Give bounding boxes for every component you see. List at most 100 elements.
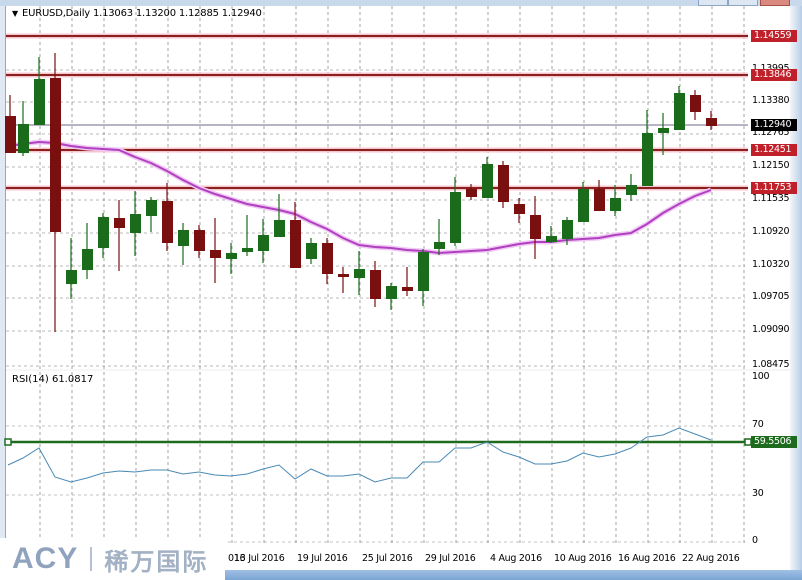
candle-body — [146, 200, 157, 216]
bullish-candle[interactable] — [98, 213, 109, 258]
candle-body — [386, 286, 397, 299]
bullish-candle[interactable] — [66, 238, 77, 299]
candle-body — [530, 215, 541, 239]
rsi-axis-label: 100 — [752, 371, 770, 382]
candle-body — [18, 124, 29, 153]
time-axis-label: 29 Jul 2016 — [425, 553, 476, 564]
price-axis-label: 1.10320 — [752, 259, 790, 270]
candle-body — [210, 250, 221, 258]
bullish-candle[interactable] — [418, 249, 429, 306]
bearish-candle[interactable] — [290, 202, 301, 268]
bearish-candle[interactable] — [514, 198, 525, 223]
rsi-axis-label: 70 — [752, 419, 764, 430]
rsi-axis-label: 30 — [752, 488, 764, 499]
bullish-candle[interactable] — [226, 243, 237, 274]
bullish-candle[interactable] — [642, 110, 653, 186]
current-price-tag: 1.12940 — [751, 119, 797, 131]
candle-body — [690, 95, 701, 112]
bullish-candle[interactable] — [146, 197, 157, 232]
candle-body — [466, 189, 477, 197]
bearish-candle[interactable] — [530, 196, 541, 259]
bullish-candle[interactable] — [274, 194, 285, 237]
bullish-candle[interactable] — [450, 177, 461, 246]
rsi-axis-label: 0 — [752, 535, 758, 546]
candle-body — [194, 230, 205, 251]
bullish-candle[interactable] — [546, 226, 557, 243]
candle-body — [578, 189, 589, 222]
candle-body — [5, 116, 16, 153]
candle-body — [114, 218, 125, 228]
candle-body — [370, 270, 381, 299]
time-axis-label: 13 Jul 2016 — [234, 553, 285, 564]
time-axis-label-partial: 016 — [228, 553, 246, 564]
bearish-candle[interactable] — [370, 261, 381, 307]
chevron-down-icon[interactable]: ▼ — [12, 9, 18, 18]
bullish-candle[interactable] — [306, 238, 317, 264]
rsi-indicator-label: RSI(14) 61.0817 — [12, 374, 94, 385]
bearish-candle[interactable] — [210, 218, 221, 283]
time-axis-label: 16 Aug 2016 — [618, 553, 676, 564]
bullish-candle[interactable] — [434, 219, 445, 255]
minimize-button[interactable] — [698, 0, 728, 6]
bullish-candle[interactable] — [610, 185, 621, 216]
bearish-candle[interactable] — [706, 111, 717, 130]
candle-body — [706, 118, 717, 126]
candle-body — [306, 243, 317, 259]
candle-body — [498, 165, 509, 202]
bullish-candle[interactable] — [258, 219, 269, 263]
time-axis-label: 10 Aug 2016 — [554, 553, 612, 564]
bearish-candle[interactable] — [162, 183, 173, 251]
moving-average-line — [7, 140, 712, 255]
bullish-candle[interactable] — [562, 217, 573, 245]
bullish-candle[interactable] — [130, 191, 141, 256]
candle-body — [594, 189, 605, 211]
bearish-candle[interactable] — [5, 95, 16, 153]
watermark-logo: ACY 稀万国际 — [0, 538, 225, 580]
candle-body — [322, 243, 333, 274]
bullish-candle[interactable] — [386, 283, 397, 310]
bearish-candle[interactable] — [194, 225, 205, 258]
time-axis-label: 4 Aug 2016 — [490, 553, 542, 564]
rsi-level-tag: 59.5506 — [751, 436, 797, 448]
candle-body — [626, 185, 637, 195]
bullish-candle[interactable] — [18, 101, 29, 156]
bearish-candle[interactable] — [594, 180, 605, 211]
bearish-candle[interactable] — [50, 53, 61, 332]
price-axis-label: 1.11535 — [752, 193, 790, 204]
bullish-candle[interactable] — [658, 113, 669, 155]
candle-body — [610, 198, 621, 211]
candle-body — [434, 242, 445, 249]
bullish-candle[interactable] — [242, 215, 253, 256]
bearish-candle[interactable] — [466, 184, 477, 200]
bearish-candle[interactable] — [498, 161, 509, 208]
close-button[interactable] — [760, 0, 790, 6]
bullish-candle[interactable] — [674, 86, 685, 130]
price-axis-label: 1.13380 — [752, 95, 790, 106]
bullish-candle[interactable] — [578, 182, 589, 222]
brand-chinese-text: 稀万国际 — [104, 547, 209, 576]
bearish-candle[interactable] — [402, 267, 413, 296]
candle-body — [258, 235, 269, 251]
maximize-button[interactable] — [728, 0, 758, 6]
bullish-candle[interactable] — [482, 157, 493, 198]
price-axis-label: 1.09090 — [752, 324, 790, 335]
time-axis-label: 19 Jul 2016 — [297, 553, 348, 564]
candle-body — [642, 133, 653, 186]
time-axis-label: 22 Aug 2016 — [682, 553, 740, 564]
candle-body — [50, 78, 61, 232]
bullish-candle[interactable] — [82, 223, 93, 279]
bullish-candle[interactable] — [178, 223, 189, 265]
window-bottom-border — [0, 570, 802, 580]
bullish-candle[interactable] — [354, 251, 365, 295]
bearish-candle[interactable] — [690, 90, 701, 120]
price-axis-label: 1.09705 — [752, 291, 790, 302]
bullish-candle[interactable] — [626, 174, 637, 201]
bearish-candle[interactable] — [338, 267, 349, 293]
bullish-candle[interactable] — [34, 57, 45, 125]
bearish-candle[interactable] — [114, 200, 125, 271]
candle-body — [354, 269, 365, 278]
level-price-tag: 1.12451 — [751, 144, 797, 156]
candle-body — [82, 249, 93, 270]
bearish-candle[interactable] — [322, 238, 333, 284]
